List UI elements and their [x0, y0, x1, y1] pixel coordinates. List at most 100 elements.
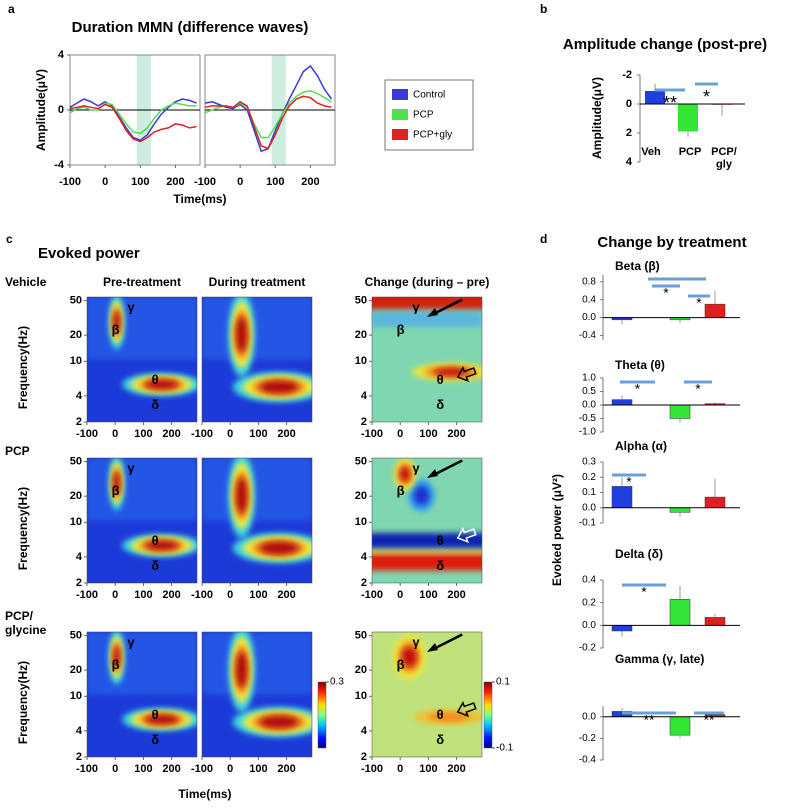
- legend-swatch: [392, 109, 408, 120]
- bar: [669, 599, 691, 626]
- y-tick-label: 4: [361, 551, 368, 563]
- heat-band: [372, 553, 482, 571]
- y-tick-label: 0.0: [582, 620, 596, 631]
- heatmap: [202, 632, 312, 757]
- x-axis-label: Time(ms): [173, 192, 226, 206]
- x-tick-label: 0: [397, 763, 403, 775]
- heat-band: [372, 297, 482, 310]
- arrow: [431, 459, 463, 477]
- x-tick-label: 0: [112, 763, 118, 775]
- heat-bg-upper: [202, 632, 312, 695]
- bar: [704, 496, 726, 509]
- bar: [678, 104, 698, 132]
- y-tick-label: 20: [70, 664, 82, 676]
- panel-label: c: [6, 232, 13, 246]
- bar: [669, 507, 691, 513]
- heat-bg-upper: [87, 458, 197, 521]
- y-tick-label: 0.0: [582, 312, 596, 323]
- y-tick-label: 20: [70, 329, 82, 341]
- heat-blob: [259, 541, 299, 555]
- x-tick-label: 200: [447, 589, 465, 601]
- heat-blob: [145, 540, 179, 551]
- heat-frame: [371, 296, 483, 423]
- subplot-title: Beta (β): [615, 259, 660, 273]
- band-label: γ: [412, 300, 420, 315]
- heat-bg-upper: [87, 297, 197, 360]
- heat-blob: [259, 715, 299, 729]
- y-tick-label: 20: [70, 490, 82, 502]
- y-tick-label: 20: [355, 664, 367, 676]
- line-series: [69, 98, 197, 142]
- band-label: θ: [437, 372, 444, 387]
- y-tick-label: 10: [70, 516, 82, 528]
- y-tick-label: -1.0: [579, 427, 597, 438]
- heat-bg-upper: [202, 458, 312, 521]
- row-label: Vehicle: [5, 275, 47, 289]
- y-tick-label: 0.8: [582, 276, 596, 287]
- band-label: γ: [127, 635, 135, 650]
- colorbar-label: 0.1: [496, 677, 510, 688]
- band-label: θ: [152, 372, 159, 387]
- heatmap: [202, 458, 312, 583]
- x-tick-label: 100: [249, 763, 267, 775]
- heat-frame: [201, 296, 313, 423]
- x-tick-label: 200: [447, 428, 465, 440]
- chart-title: Evoked power: [38, 245, 140, 262]
- y-tick-label: -0.2: [579, 643, 597, 654]
- colorbar: [317, 681, 327, 749]
- open-arrow: [456, 700, 477, 718]
- x-tick-label: -100: [191, 428, 213, 440]
- x-tick-label: 200: [166, 176, 184, 188]
- y-tick-label: -0.1: [579, 518, 597, 529]
- x-tick-label: -100: [194, 176, 216, 188]
- subplot-title: Theta (θ): [615, 358, 665, 372]
- heatmap: [87, 297, 197, 422]
- arrow-head: [427, 643, 438, 652]
- band-label: β: [112, 657, 120, 672]
- line-series: [69, 102, 197, 135]
- heatmap: [87, 458, 197, 583]
- heat-bg: [372, 632, 482, 757]
- y-tick-label: 0.2: [582, 472, 596, 483]
- line-series: [69, 103, 197, 143]
- band-label: β: [112, 322, 120, 337]
- x-tick-label: 100: [134, 428, 152, 440]
- y-tick-label: 10: [70, 355, 82, 367]
- y-tick-label: 0: [58, 104, 64, 116]
- arrow-head: [427, 308, 438, 317]
- heat-band: [372, 533, 482, 548]
- y-tick-label: 10: [355, 516, 367, 528]
- y-tick-label: -0.4: [579, 330, 597, 341]
- line-series: [204, 90, 332, 139]
- y-tick-label: 0.1: [582, 487, 596, 498]
- y-tick-label: 20: [355, 329, 367, 341]
- x-tick-label: -100: [191, 763, 213, 775]
- x-tick-label: PCP: [679, 146, 702, 158]
- y-tick-label: 0.3: [582, 457, 596, 468]
- x-tick-label: 100: [134, 763, 152, 775]
- band-label: β: [397, 483, 405, 498]
- band-label: θ: [437, 707, 444, 722]
- legend-label: Control: [413, 90, 445, 101]
- x-tick-label: 200: [162, 589, 180, 601]
- subplot-title: Alpha (α): [615, 439, 667, 453]
- y-tick-label: 0: [626, 98, 632, 110]
- x-tick-label: 100: [249, 428, 267, 440]
- x-tick-label: 0: [227, 428, 233, 440]
- y-tick-label: 0.5: [582, 386, 596, 397]
- x-tick-label: 0: [112, 428, 118, 440]
- significance: **: [704, 712, 715, 728]
- bar: [704, 303, 726, 318]
- x-tick-label: 200: [277, 428, 295, 440]
- y-tick-label: 2: [361, 577, 367, 589]
- heat-bg-upper: [87, 632, 197, 695]
- y-tick-label: 0.0: [582, 711, 596, 722]
- colorbar-label: -0.1: [496, 743, 514, 754]
- heat-frame: [86, 296, 198, 423]
- y-tick-label: 4: [58, 49, 65, 61]
- heat-blob: [259, 380, 299, 394]
- heat-blob: [236, 316, 248, 353]
- heatmap: [372, 458, 482, 583]
- x-tick-label: -100: [76, 763, 98, 775]
